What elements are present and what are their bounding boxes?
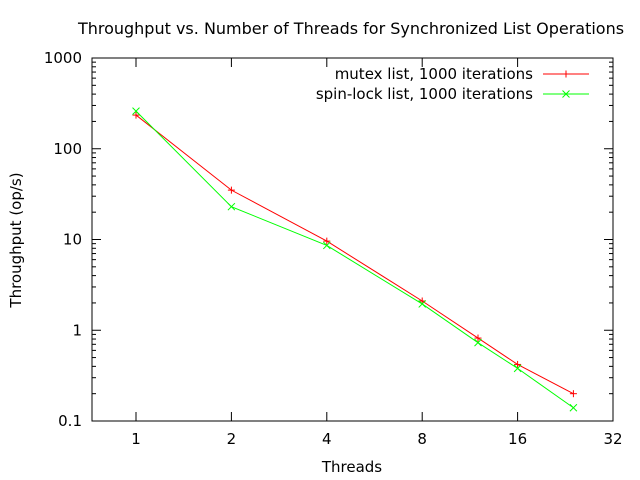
cross-marker: [322, 241, 331, 250]
chart-title: Throughput vs. Number of Threads for Syn…: [77, 19, 624, 38]
series-1: [132, 107, 578, 412]
y-tick-label: 10: [63, 231, 82, 249]
series-layer: [132, 107, 578, 412]
series-line: [135, 110, 574, 409]
y-tick-label: 100: [53, 140, 82, 158]
legend: mutex list, 1000 iterations spin-lock lis…: [316, 65, 589, 103]
y-axis: 0.1 1 10 100 1000: [44, 49, 613, 430]
plus-marker: [132, 111, 140, 119]
cross-marker: [418, 300, 427, 308]
cross-marker: [474, 338, 482, 347]
x-tick-label: 8: [417, 430, 427, 448]
legend-label: mutex list, 1000 iterations: [335, 65, 533, 83]
series-line: [135, 114, 574, 395]
plus-marker: [227, 186, 235, 194]
plus-marker: [474, 334, 482, 342]
series-0: [132, 111, 577, 398]
legend-label: spin-lock list, 1000 iterations: [316, 85, 533, 103]
x-tick-label: 1: [131, 430, 141, 448]
plus-marker: [514, 360, 522, 368]
cross-marker: [513, 364, 522, 373]
y-tick-label: 1000: [44, 49, 82, 67]
x-tick-label: 32: [603, 430, 622, 448]
cross-marker: [132, 107, 140, 115]
plus-marker: [562, 70, 570, 78]
plus-marker: [569, 390, 577, 398]
plus-marker: [323, 237, 331, 245]
x-tick-label: 4: [322, 430, 332, 448]
x-tick-label: 16: [508, 430, 527, 448]
y-tick-label: 1: [72, 321, 82, 339]
x-axis-label: Threads: [321, 458, 382, 476]
y-axis-label: Throughput (op/s): [7, 172, 25, 308]
cross-marker: [227, 202, 236, 211]
plot-frame: [91, 57, 614, 422]
y-tick-label: 0.1: [58, 412, 82, 430]
x-axis: 1 2 4 8 16 32: [131, 58, 623, 448]
x-tick-label: 2: [227, 430, 237, 448]
cross-marker: [562, 90, 570, 98]
cross-marker: [569, 403, 578, 412]
